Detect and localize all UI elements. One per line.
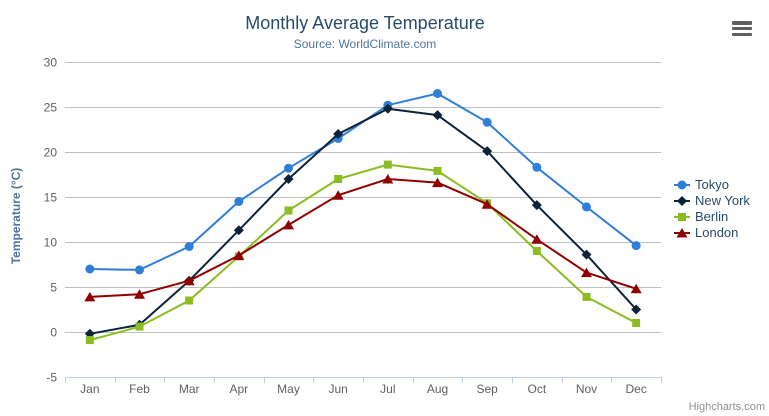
legend-item-berlin[interactable]: Berlin — [674, 210, 750, 223]
point-berlin-jul[interactable] — [383, 160, 392, 169]
legend-marker-tokyo — [674, 180, 690, 189]
legend: Tokyo New York Berlin London — [674, 178, 750, 239]
point-berlin-feb[interactable] — [135, 322, 144, 331]
series-line-london[interactable] — [88, 178, 638, 298]
x-axis-label: Jun — [328, 382, 347, 396]
hamburger-icon — [732, 21, 752, 36]
legend-label-new-york: New York — [695, 193, 750, 208]
point-tokyo-nov[interactable] — [582, 202, 591, 212]
legend-marker-shape-new-york — [677, 195, 687, 206]
y-axis-label: 0 — [50, 326, 57, 340]
point-london-jun[interactable] — [332, 190, 344, 200]
legend-label-berlin: Berlin — [695, 209, 729, 224]
point-berlin-jun[interactable] — [334, 175, 343, 183]
point-tokyo-apr[interactable] — [234, 197, 244, 206]
point-london-oct[interactable] — [531, 234, 543, 244]
point-london-aug[interactable] — [432, 177, 443, 188]
x-axis-label: May — [277, 382, 300, 396]
point-berlin-may[interactable] — [284, 206, 293, 215]
point-tokyo-jan[interactable] — [85, 264, 95, 274]
x-axis-label: Sep — [476, 382, 498, 396]
y-axis-label: 5 — [50, 281, 57, 295]
x-axis-label: Apr — [229, 382, 248, 396]
legend-marker-shape-london — [676, 227, 688, 237]
legend-marker-shape-tokyo — [677, 180, 687, 189]
x-axis-label: Jul — [380, 382, 395, 396]
hamburger-bar — [732, 32, 752, 36]
point-london-mar[interactable] — [183, 275, 195, 286]
x-axis-label: Feb — [129, 382, 150, 396]
point-tokyo-feb[interactable] — [135, 265, 144, 275]
x-axis-label: Aug — [427, 382, 448, 396]
y-axis-label: 20 — [44, 146, 58, 160]
point-new-york-dec[interactable] — [631, 304, 642, 315]
x-axis-label: Mar — [179, 382, 200, 396]
legend-marker-london — [674, 227, 690, 237]
point-berlin-aug[interactable] — [433, 166, 442, 175]
point-tokyo-aug[interactable] — [433, 89, 442, 98]
x-axis-label: Dec — [625, 382, 646, 396]
legend-item-new-york[interactable]: New York — [674, 194, 750, 207]
point-new-york-may[interactable] — [283, 174, 294, 184]
point-berlin-dec[interactable] — [632, 319, 641, 327]
point-berlin-mar[interactable] — [185, 296, 194, 305]
legend-marker-new-york — [674, 195, 690, 206]
series-tokyo — [85, 89, 641, 275]
point-berlin-jan[interactable] — [85, 336, 94, 345]
export-menu-button[interactable] — [732, 21, 752, 36]
legend-item-tokyo[interactable]: Tokyo — [674, 178, 750, 191]
legend-label-london: London — [695, 225, 739, 240]
hamburger-bar — [732, 21, 752, 25]
point-new-york-nov[interactable] — [581, 249, 592, 260]
legend-item-london[interactable]: London — [674, 226, 750, 239]
y-axis-label: 10 — [44, 236, 58, 250]
point-new-york-jun[interactable] — [333, 129, 344, 139]
series-line-berlin[interactable] — [88, 163, 638, 342]
chart-subtitle: Source: WorldClimate.com — [293, 37, 437, 51]
point-new-york-apr[interactable] — [233, 225, 244, 236]
point-london-dec[interactable] — [630, 283, 642, 294]
point-tokyo-oct[interactable] — [532, 162, 542, 172]
point-tokyo-mar[interactable] — [184, 242, 194, 251]
point-london-jul[interactable] — [382, 174, 394, 184]
point-berlin-nov[interactable] — [582, 292, 591, 301]
point-london-may[interactable] — [283, 219, 294, 230]
y-axis-label: 15 — [44, 191, 58, 205]
series-line-new-york[interactable] — [88, 107, 638, 335]
hamburger-bar — [732, 26, 752, 31]
x-axis-label: Oct — [527, 382, 546, 396]
y-axis-title: Temperature (°C) — [9, 167, 23, 265]
series-london — [84, 174, 642, 302]
x-axis-label: Nov — [576, 382, 597, 396]
y-axis-label: 25 — [44, 101, 58, 115]
point-tokyo-may[interactable] — [284, 163, 293, 173]
y-axis-label: 30 — [44, 56, 58, 70]
point-new-york-aug[interactable] — [432, 110, 443, 121]
point-london-sep[interactable] — [481, 199, 493, 209]
series-new-york — [84, 103, 642, 339]
series-line-tokyo[interactable] — [88, 92, 638, 271]
point-london-jan[interactable] — [84, 291, 96, 302]
point-tokyo-dec[interactable] — [631, 241, 641, 251]
point-new-york-oct[interactable] — [531, 200, 542, 211]
point-new-york-jul[interactable] — [382, 103, 393, 114]
chart-title: Monthly Average Temperature — [245, 13, 485, 33]
y-axis-label: -5 — [46, 371, 57, 385]
legend-label-tokyo: Tokyo — [695, 177, 729, 192]
legend-marker-shape-berlin — [678, 212, 686, 221]
point-berlin-oct[interactable] — [532, 247, 541, 255]
point-tokyo-sep[interactable] — [482, 117, 492, 127]
point-london-nov[interactable] — [581, 267, 592, 278]
point-new-york-sep[interactable] — [482, 146, 493, 157]
x-axis-label: Jan — [80, 382, 99, 396]
highcharts-credit-link[interactable]: Highcharts.com — [688, 401, 765, 413]
legend-marker-berlin — [674, 212, 690, 221]
point-london-apr[interactable] — [233, 250, 245, 261]
point-london-feb[interactable] — [134, 289, 145, 299]
